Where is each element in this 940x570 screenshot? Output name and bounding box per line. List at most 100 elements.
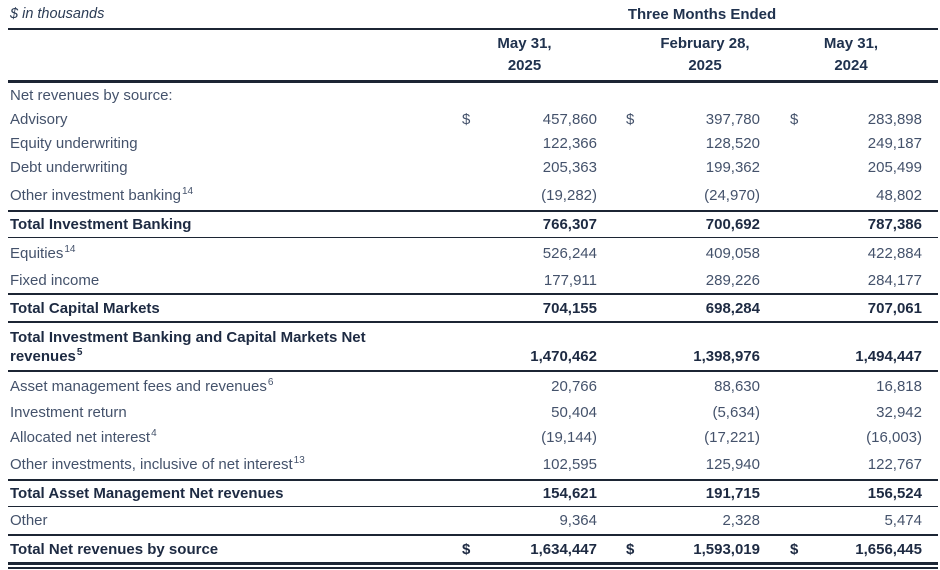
value-col3: $1,656,445	[780, 536, 922, 562]
row-label-text: Total Capital Markets	[10, 299, 160, 317]
column-header-line2: 2025	[507, 57, 542, 74]
value: 2,328	[722, 512, 760, 529]
value: 48,802	[876, 186, 922, 204]
value-col3: 707,061	[780, 295, 922, 321]
value: 102,595	[542, 456, 597, 473]
dollar-sign: $	[462, 110, 471, 128]
value-col2: 698,284	[616, 295, 760, 321]
row-label-text: Asset management fees and revenues	[10, 377, 267, 395]
value: 154,621	[542, 485, 597, 502]
total-row: Total Asset Management Net revenues 154,…	[8, 479, 938, 506]
total-row: Total Investment Banking 766,307 700,692…	[8, 210, 938, 237]
footnote-ref: 5	[76, 347, 83, 358]
value-col2: 1,398,976	[616, 318, 760, 370]
value: (24,970)	[704, 186, 760, 204]
value-col2: 2,328	[616, 507, 760, 534]
row-label: Net revenues by source:	[8, 86, 452, 105]
period-header: Three Months Ended	[627, 5, 777, 23]
value-col1: 154,621	[452, 481, 597, 506]
value: 249,187	[867, 134, 922, 152]
value-col2: 128,520	[616, 131, 760, 155]
value: 1,634,447	[530, 540, 597, 558]
column-header-may-2025: May 31, 2025	[452, 30, 597, 80]
value: 787,386	[867, 216, 922, 233]
value-col3: 249,187	[780, 131, 922, 155]
row-label: Debt underwriting	[8, 158, 452, 177]
value: (16,003)	[866, 428, 922, 446]
value: (19,144)	[541, 428, 597, 446]
value: 122,767	[867, 456, 922, 473]
table-header-top: $ in thousands Three Months Ended	[8, 0, 938, 30]
units-label: $ in thousands	[10, 6, 105, 22]
value: 5,474	[884, 512, 922, 529]
dollar-sign: $	[790, 540, 799, 558]
column-header-line1: May 31,	[497, 35, 552, 52]
value-col1: 526,244	[452, 238, 597, 268]
value: 177,911	[543, 272, 597, 289]
value: 289,226	[705, 272, 760, 289]
value-col1: 1,470,462	[452, 318, 597, 370]
table-row: Fixed income 177,911 289,226 284,177	[8, 268, 938, 293]
table-row: Other investment banking14 (19,282) (24,…	[8, 180, 938, 210]
row-label-text: Other	[10, 512, 48, 529]
value: 205,363	[542, 159, 597, 176]
row-label: Total Asset Management Net revenues	[8, 484, 452, 503]
footnote-ref: 14	[181, 185, 194, 197]
row-label: Total Investment Banking and Capital Mar…	[8, 328, 452, 370]
table-row: Equity underwriting 122,366 128,520 249,…	[8, 131, 938, 155]
value: 125,940	[705, 456, 760, 473]
column-header-feb-2025: February 28, 2025	[616, 30, 760, 80]
column-header-may-2024: May 31, 2024	[780, 30, 922, 80]
value: 707,061	[867, 299, 922, 317]
value: (17,221)	[704, 428, 760, 446]
row-label: Fixed income	[8, 271, 452, 290]
value-col2: $1,593,019	[616, 536, 760, 562]
value: (19,282)	[541, 186, 597, 204]
value-col1: 205,363	[452, 155, 597, 180]
value-col3: 205,499	[780, 155, 922, 180]
row-label: Investment return	[8, 403, 452, 422]
row-label: Other investment banking14	[8, 186, 452, 205]
dollar-sign: $	[626, 110, 635, 128]
row-label-text: Equity underwriting	[10, 134, 138, 152]
row-label: Total Investment Banking	[8, 215, 452, 234]
value-col1: 102,595	[452, 450, 597, 479]
column-header-line1: February 28,	[660, 35, 750, 52]
value-col2: (17,221)	[616, 424, 760, 450]
value: 50,404	[551, 403, 597, 421]
value: 283,898	[867, 110, 922, 128]
value: 1,470,462	[530, 348, 597, 365]
table-row: Investment return 50,404 (5,634) 32,942	[8, 400, 938, 424]
value: 205,499	[867, 159, 922, 176]
row-label: Total Capital Markets	[8, 299, 452, 318]
value-col3: 422,884	[780, 238, 922, 268]
row-label-text: Total Asset Management Net revenues	[10, 485, 284, 502]
value-col2: 700,692	[616, 212, 760, 237]
table-row: Other 9,364 2,328 5,474	[8, 506, 938, 534]
dollar-sign: $	[462, 540, 471, 558]
value-col1: $457,860	[452, 107, 597, 131]
value: 1,398,976	[693, 348, 760, 365]
footnote-ref: 6	[267, 376, 274, 388]
value-col2: $397,780	[616, 107, 760, 131]
column-header-line2: 2024	[834, 57, 868, 74]
value: 20,766	[551, 377, 597, 395]
value-col1: 9,364	[452, 507, 597, 534]
value: 698,284	[705, 299, 760, 317]
value-col2: 191,715	[616, 481, 760, 506]
value-col2: (5,634)	[616, 400, 760, 424]
value-col3: 284,177	[780, 268, 922, 293]
table-row: Asset management fees and revenues6 20,7…	[8, 370, 938, 400]
value-col3: 1,494,447	[780, 318, 922, 370]
value-col2: (24,970)	[616, 180, 760, 210]
value-col2: 289,226	[616, 268, 760, 293]
row-label: Advisory	[8, 110, 452, 129]
value-col1: 177,911	[452, 268, 597, 293]
value-col2: 125,940	[616, 450, 760, 479]
value: 704,155	[542, 299, 597, 317]
value-col3: 5,474	[780, 507, 922, 534]
value: 397,780	[705, 110, 760, 128]
value-col3: 48,802	[780, 180, 922, 210]
row-label: Total Net revenues by source	[8, 540, 452, 559]
total-row: Total Capital Markets 704,155 698,284 70…	[8, 293, 938, 321]
